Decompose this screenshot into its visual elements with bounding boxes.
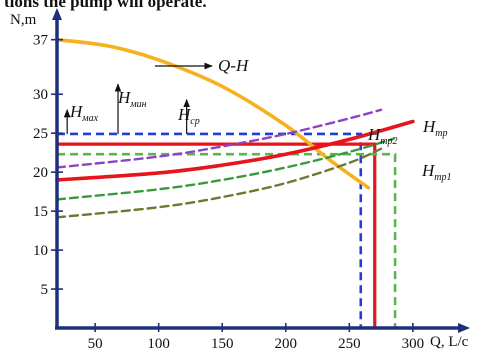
x-tick-label: 200 bbox=[275, 336, 298, 352]
y-tick-label: 20 bbox=[33, 165, 48, 181]
level-label-sub-3: ср bbox=[190, 116, 199, 127]
x-tick-label: 150 bbox=[211, 336, 234, 352]
y-tick-label: 30 bbox=[33, 87, 48, 103]
top-caption: tions the pump will operate. bbox=[4, 0, 207, 11]
series-label-sub-3: тр bbox=[435, 128, 447, 139]
reference-line-1 bbox=[57, 132, 363, 328]
level-label-1: Hмах bbox=[69, 102, 99, 124]
series-label-4: Hтр1 bbox=[421, 161, 452, 183]
series-line-2 bbox=[55, 119, 415, 182]
y-tick-label: 15 bbox=[33, 204, 48, 220]
x-axis-label: Q, L/c bbox=[430, 334, 469, 350]
series-label-sub-4: тр1 bbox=[434, 172, 451, 183]
x-axis-arrow bbox=[458, 323, 470, 333]
series-line-1 bbox=[55, 37, 371, 190]
reference-line-3 bbox=[57, 152, 397, 328]
y-tick-label: 10 bbox=[33, 243, 48, 259]
x-tick-label: 100 bbox=[147, 336, 170, 352]
y-axis-arrow bbox=[52, 8, 62, 20]
qh-label-group: Q-H bbox=[155, 56, 250, 75]
top-caption-crop: tions the pump will operate. bbox=[0, 0, 481, 14]
qh-label: Q-H bbox=[218, 56, 250, 75]
y-tick-label: 25 bbox=[33, 126, 48, 142]
level-label-3: Hср bbox=[177, 105, 200, 127]
y-tick-label: 37 bbox=[33, 33, 49, 49]
series-label-sub-2: тр2 bbox=[380, 136, 397, 147]
x-tick-label: 300 bbox=[402, 336, 425, 352]
level-label-sub-2: мин bbox=[129, 99, 146, 110]
y-tick-label: 5 bbox=[41, 282, 49, 298]
y-axis-label: N,m bbox=[10, 12, 37, 28]
x-tick-label: 250 bbox=[338, 336, 361, 352]
level-label-2: Hмин bbox=[117, 88, 147, 110]
reference-line-2 bbox=[57, 142, 377, 328]
series-line-4 bbox=[55, 108, 383, 169]
level-label-sub-1: мах bbox=[81, 113, 98, 124]
series-line-3 bbox=[55, 137, 396, 201]
x-tick-label: 50 bbox=[88, 336, 103, 352]
series-label-3: Hтр bbox=[422, 117, 448, 139]
series-line-5 bbox=[55, 147, 383, 219]
